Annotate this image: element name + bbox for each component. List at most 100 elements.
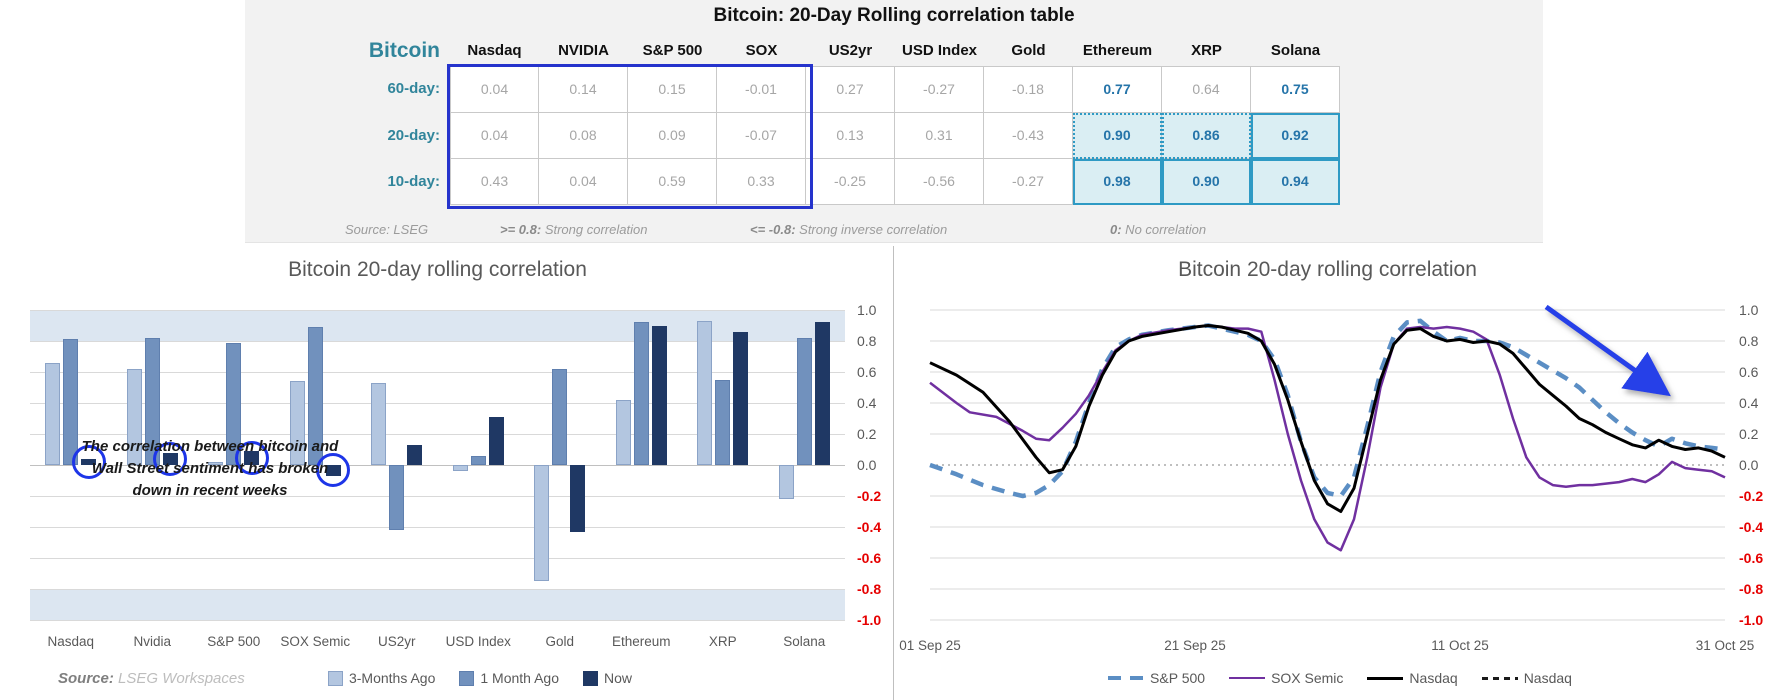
table-cell: -0.01 [717, 66, 806, 113]
bar [733, 331, 749, 465]
gridline [30, 589, 845, 590]
x-date-label: 01 Sep 25 [899, 638, 961, 653]
table-cell: 0.33 [717, 159, 806, 205]
legend-item: Now [583, 670, 632, 686]
x-category-label: Nasdaq [47, 634, 95, 649]
bar-annotation-line1: The correlation between bitcoin and [81, 438, 339, 455]
column-header: NVIDIA [558, 42, 609, 59]
legend-zero-threshold: 0: [1110, 222, 1122, 237]
y-tick-label: 0.0 [1739, 457, 1759, 473]
x-category-label: S&P 500 [207, 634, 261, 649]
bar [796, 337, 812, 465]
table-cell: 0.04 [450, 66, 539, 113]
series-sox-semic [929, 324, 1726, 552]
bar [371, 382, 387, 465]
legend-no-correlation: 0: No correlation [1110, 222, 1206, 237]
bar [814, 322, 830, 465]
corner-label: Bitcoin [368, 39, 440, 62]
x-category-label: XRP [708, 634, 737, 649]
chart-source: Source: LSEG Workspaces [58, 670, 245, 687]
bar [307, 327, 323, 465]
table-cell: 0.77 [1073, 66, 1162, 113]
table-cell: 0.04 [450, 113, 539, 159]
bar-annotation-line3: down in recent weeks [132, 481, 288, 499]
gridline [30, 620, 845, 621]
y-tick-label: 0.2 [857, 426, 877, 442]
gridline [30, 434, 845, 435]
x-category-label: SOX Semic [280, 634, 351, 649]
legend-item: Nasdaq [1481, 670, 1572, 686]
bar [63, 339, 79, 465]
gridline [30, 310, 845, 311]
legend-swatch [327, 670, 343, 686]
table-cell: 0.04 [539, 159, 628, 205]
y-tick-label: 0.6 [1739, 364, 1759, 380]
table-cell: -0.18 [984, 66, 1073, 113]
table-cell: 0.08 [539, 113, 628, 159]
y-tick-label: -0.8 [1739, 581, 1764, 597]
y-tick-label: -0.2 [857, 488, 882, 504]
now-circle [153, 441, 188, 476]
legend-label: S&P 500 [1150, 670, 1206, 686]
legend-label: 1 Month Ago [480, 670, 559, 686]
x-category-label: US2yr [377, 634, 416, 649]
bar [570, 465, 586, 532]
column-header: Ethereum [1082, 42, 1153, 59]
bar [470, 455, 486, 465]
x-category-label: USD Index [445, 634, 511, 649]
legend-label: Now [604, 670, 633, 686]
y-tick-label: -0.6 [857, 550, 882, 566]
bar [407, 444, 423, 465]
y-tick-label: -1.0 [1739, 612, 1764, 628]
y-tick-label: 0.6 [857, 364, 877, 380]
chart-source-text: LSEG Workspaces [118, 670, 245, 687]
series-nasdaq [929, 324, 1726, 513]
table-cell: -0.25 [806, 159, 895, 205]
legend-line-swatch [1367, 676, 1404, 680]
x-category-label: Gold [545, 634, 575, 649]
bar-annotation-line2: Wall Street sentiment has broken [91, 459, 329, 477]
table-cell: 0.92 [1251, 113, 1340, 159]
bar [552, 368, 568, 465]
y-tick-label: 0.8 [857, 333, 877, 349]
table-cell: 0.09 [628, 113, 717, 159]
table-cell: 0.27 [806, 66, 895, 113]
legend-line-swatch [1481, 676, 1518, 680]
bar [534, 465, 550, 582]
grid-band [30, 310, 845, 341]
column-header: XRP [1191, 42, 1222, 59]
y-tick-label: 0.8 [1739, 333, 1759, 349]
y-tick-label: -0.2 [1739, 488, 1764, 504]
line-chart-title: Bitcoin 20-day rolling correlation [1178, 258, 1477, 281]
bar-annotation: The correlation between bitcoin and Wall… [55, 436, 365, 501]
gridline [30, 496, 845, 497]
legend-strong-text: Strong correlation [541, 222, 648, 237]
gridline [30, 465, 845, 466]
legend-inverse-text: Strong inverse correlation [795, 222, 948, 237]
table-footer: Source: LSEG >= 0.8: Strong correlation … [245, 222, 1543, 242]
bar [289, 381, 305, 465]
x-category-label: Ethereum [611, 634, 671, 649]
legend-label: 3-Months Ago [348, 670, 436, 686]
bar-legend: 3-Months Ago 1 Month Ago Now [250, 670, 710, 686]
y-tick-label: -0.6 [1739, 550, 1764, 566]
bar [715, 379, 731, 465]
table-cell: -0.27 [895, 66, 984, 113]
column-header: US2yr [828, 42, 873, 59]
line-plot-svg [929, 304, 1726, 621]
table-cell: -0.07 [717, 113, 806, 159]
bar [697, 320, 713, 465]
table-cell: 0.75 [1251, 66, 1340, 113]
table-cell: -0.27 [984, 159, 1073, 205]
table-cell: 0.90 [1073, 113, 1162, 159]
x-category-label: Nvidia [133, 634, 171, 649]
legend-item: S&P 500 [1108, 670, 1205, 686]
y-tick-label: 0.4 [857, 395, 877, 411]
legend-inverse-correlation: <= -0.8: Strong inverse correlation [750, 222, 947, 237]
y-tick-label: -1.0 [857, 612, 882, 628]
gridline [30, 372, 845, 373]
now-circle [234, 441, 269, 476]
legend-item: 1 Month Ago [459, 670, 559, 686]
legend-strong-threshold: >= 0.8: [500, 222, 542, 237]
column-header: Solana [1270, 42, 1321, 59]
